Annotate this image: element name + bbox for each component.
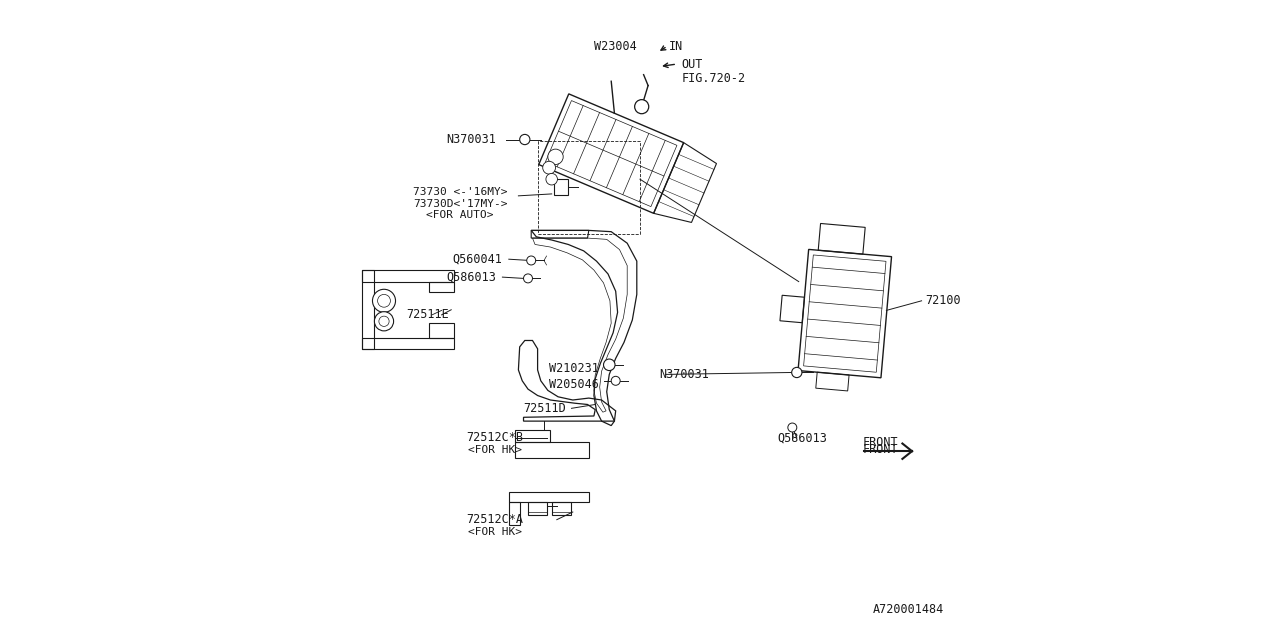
Circle shape	[527, 256, 536, 265]
Circle shape	[547, 173, 558, 185]
Text: OUT: OUT	[681, 58, 703, 70]
Circle shape	[372, 289, 396, 312]
Circle shape	[635, 100, 649, 114]
Circle shape	[612, 376, 621, 385]
Text: W210231: W210231	[549, 362, 599, 374]
Text: FRONT: FRONT	[863, 443, 899, 456]
Text: <FOR AUTO>: <FOR AUTO>	[425, 210, 493, 220]
Text: FRONT: FRONT	[863, 436, 899, 449]
Text: FIG.720-2: FIG.720-2	[681, 72, 746, 84]
Circle shape	[791, 367, 801, 378]
Text: A720001484: A720001484	[873, 603, 945, 616]
Text: Q560041: Q560041	[453, 253, 502, 266]
Text: <FOR HK>: <FOR HK>	[468, 445, 522, 455]
Circle shape	[524, 274, 532, 283]
Circle shape	[604, 359, 614, 371]
Circle shape	[787, 423, 796, 432]
Circle shape	[374, 312, 394, 331]
Text: 72511D: 72511D	[524, 402, 566, 415]
Text: W23004: W23004	[594, 40, 637, 52]
Text: 73730 <-'16MY>: 73730 <-'16MY>	[412, 187, 507, 197]
Text: 72100: 72100	[924, 294, 960, 307]
Text: N370031: N370031	[659, 368, 709, 381]
Text: IN: IN	[668, 40, 684, 52]
Text: 73730D<'17MY->: 73730D<'17MY->	[412, 198, 507, 209]
Text: 72512C*B: 72512C*B	[466, 431, 524, 444]
Circle shape	[378, 294, 390, 307]
Circle shape	[379, 316, 389, 326]
Circle shape	[543, 161, 556, 174]
Text: 72512C*A: 72512C*A	[466, 513, 524, 526]
Circle shape	[548, 149, 563, 164]
Text: 72511E: 72511E	[407, 308, 449, 321]
Text: N370031: N370031	[447, 133, 497, 146]
Text: <FOR HK>: <FOR HK>	[468, 527, 522, 537]
Text: Q586013: Q586013	[777, 431, 827, 444]
Circle shape	[520, 134, 530, 145]
Polygon shape	[860, 444, 922, 465]
Text: W205046: W205046	[549, 378, 599, 390]
Text: Q586013: Q586013	[447, 271, 497, 284]
